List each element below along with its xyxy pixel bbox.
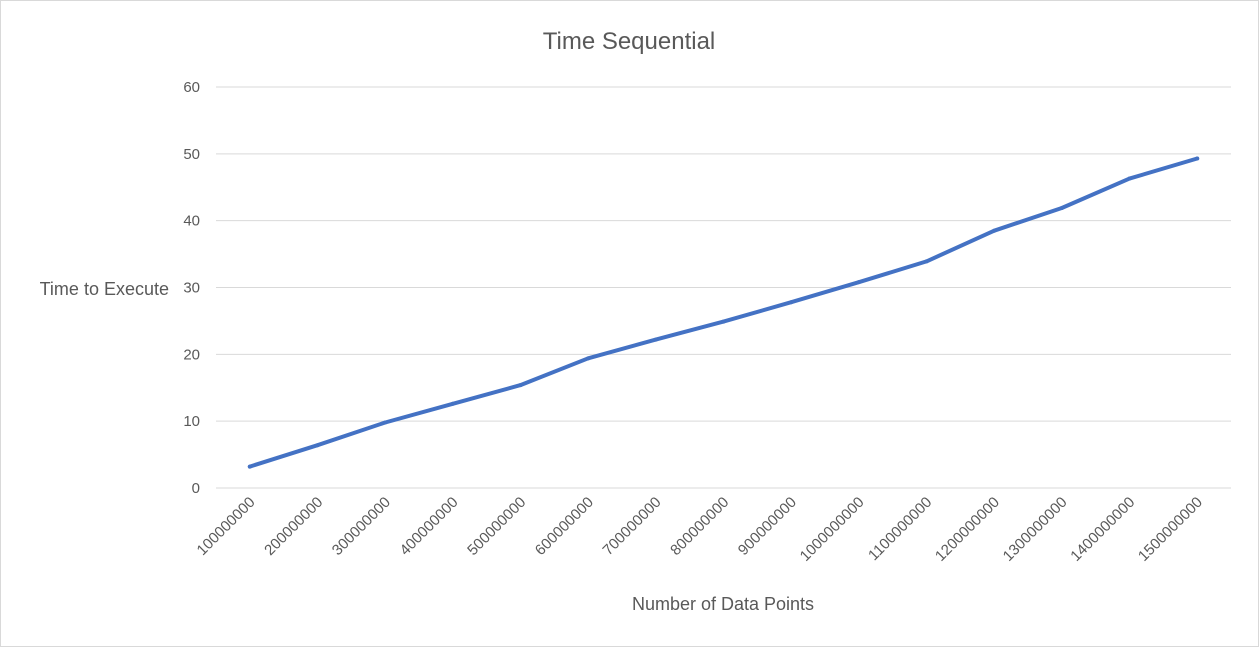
data-point	[721, 319, 726, 324]
x-tick-label: 200000000	[261, 494, 326, 559]
y-tick-label: 10	[183, 413, 200, 430]
data-point	[924, 259, 929, 264]
data-point	[789, 300, 794, 305]
x-tick-label: 700000000	[600, 494, 665, 559]
data-point	[383, 420, 388, 425]
x-tick-label: 800000000	[667, 494, 732, 559]
x-tick-label: 100000000	[194, 494, 259, 559]
x-axis-tick-labels: 100000000 200000000 300000000 400000000 5000…	[194, 494, 1206, 565]
data-point	[450, 401, 455, 406]
x-tick-label: 400000000	[397, 494, 462, 559]
data-point	[653, 337, 658, 342]
x-tick-label: 1500000000	[1135, 494, 1206, 565]
data-point	[247, 464, 252, 469]
y-tick-label: 60	[183, 79, 200, 96]
x-tick-label: 500000000	[464, 494, 529, 559]
x-tick-label: 1000000000	[797, 494, 868, 565]
data-point	[1127, 176, 1132, 181]
x-tick-label: 1300000000	[1000, 494, 1071, 565]
x-tick-label: 1400000000	[1067, 494, 1138, 565]
x-tick-label: 900000000	[735, 494, 800, 559]
x-tick-label: 1100000000	[865, 494, 935, 564]
x-tick-label: 300000000	[329, 494, 394, 559]
data-point	[518, 383, 523, 388]
data-point	[856, 280, 861, 285]
x-tick-label: 1200000000	[932, 494, 1003, 565]
x-tick-label: 600000000	[532, 494, 597, 559]
data-point	[992, 228, 997, 233]
y-tick-label: 50	[183, 146, 200, 163]
y-axis-title: Time to Execute	[40, 279, 169, 299]
y-tick-label: 20	[183, 346, 200, 363]
y-tick-label: 0	[192, 480, 200, 497]
x-axis-title: Number of Data Points	[632, 594, 814, 614]
data-point	[315, 443, 320, 448]
y-axis-tick-labels: 0 10 20 30 40 50 60	[183, 79, 200, 497]
y-tick-label: 40	[183, 213, 200, 230]
data-point	[1059, 205, 1064, 210]
series-layer	[247, 156, 1200, 469]
chart-title: Time Sequential	[543, 28, 716, 55]
data-point	[1195, 156, 1200, 161]
data-point	[586, 356, 591, 361]
y-tick-label: 30	[183, 280, 200, 297]
series-line	[247, 156, 1200, 469]
